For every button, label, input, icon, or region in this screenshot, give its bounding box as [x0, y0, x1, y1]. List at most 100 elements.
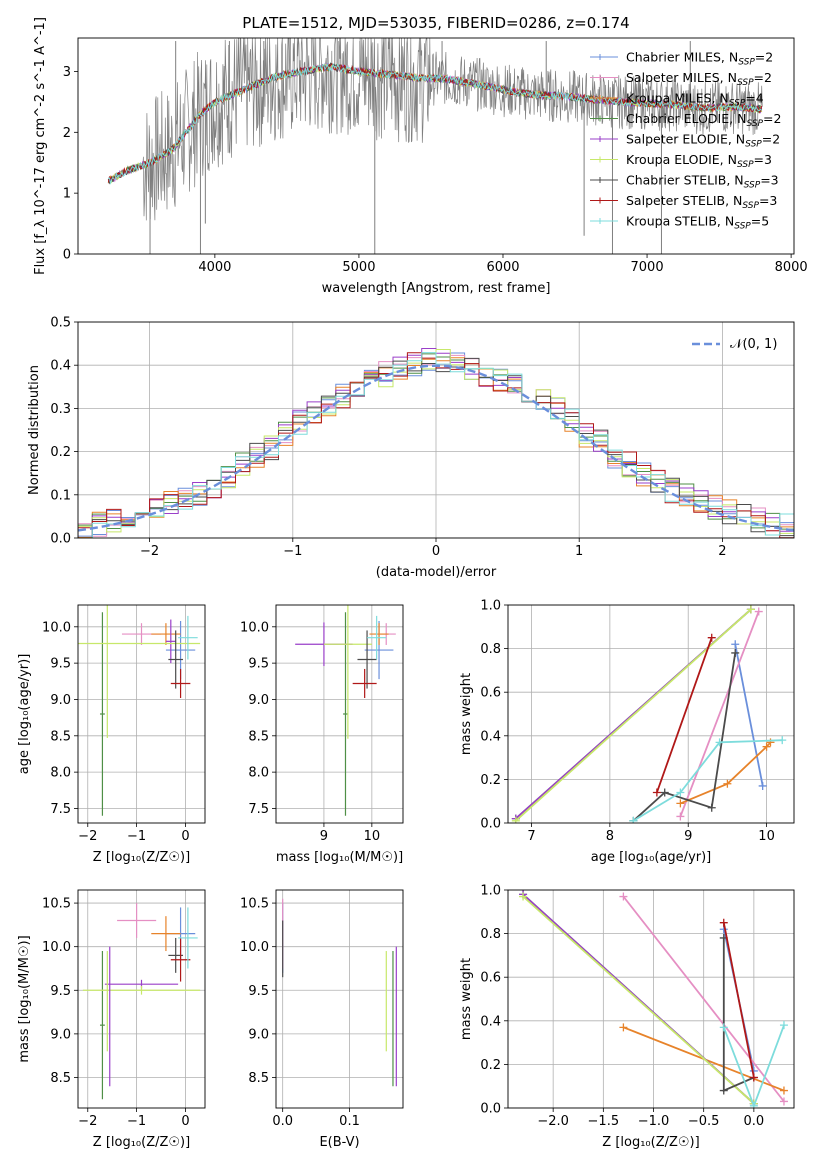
weight-marker-kroupa_elodie [746, 605, 755, 614]
plot-area-mass_vs_Z [78, 890, 205, 1108]
legend-label: 𝒩(0, 1) [730, 337, 777, 352]
legend-label-main: Salpeter ELODIE, N [626, 132, 745, 147]
legend-label-sub: SSP [734, 222, 751, 232]
weight-marker-chabrier_stelib [707, 803, 716, 812]
legend-label: Chabrier MILES, NSSP=2 [626, 50, 773, 68]
legend-label-sub: SSP [744, 181, 761, 191]
y-tick-label: 1 [63, 187, 71, 202]
legend-label-suffix: =2 [755, 50, 773, 65]
plot-area-residual_histogram [78, 322, 794, 538]
legend-label-suffix: =3 [754, 152, 772, 167]
panel-age_vs_Z: −2 −1 0 7.5 8.0 8.5 9.0 9.5 10.0 Z [log₁₀(Z/Z☉)] a… [17, 604, 206, 865]
axes-frame [507, 604, 795, 824]
y-tick-label: 9.0 [248, 1027, 269, 1042]
legend-label-sub: SSP [738, 58, 755, 68]
panel-spectrum: 4000 5000 6000 7000 8000 0 1 2 3 wavelength [Angs… [33, 17, 808, 296]
weight-marker-chabrier_stelib [719, 1086, 728, 1095]
plot-area-age_vs_Z [78, 605, 205, 823]
y-tick-label: 10.0 [42, 940, 71, 955]
weight-marker-kroupa_miles [676, 799, 685, 808]
weight-marker-kroupa_miles [766, 738, 775, 747]
weight-marker-kroupa_stelib [676, 788, 685, 797]
x-tick-label: 8 [606, 829, 614, 844]
weight-marker-kroupa_stelib [749, 1101, 758, 1108]
y-tick-label: 7.5 [50, 802, 71, 817]
weight-marker-kroupa_miles [723, 779, 732, 788]
weight-marker-chabrier_stelib [660, 788, 669, 797]
x-tick-label: 1 [575, 544, 583, 559]
weight-marker-kroupa_miles [619, 1023, 628, 1032]
x-tick-label: 10 [758, 829, 775, 844]
weight-line-salpeter_stelib [656, 637, 713, 793]
y-tick-label: 9.5 [248, 657, 269, 672]
x-tick-label: −1 [283, 544, 302, 559]
axes-frame [77, 604, 206, 824]
weight-marker-salpeter_stelib [652, 788, 661, 797]
y-tick-label: 8.5 [50, 729, 71, 744]
legend-label: Kroupa MILES, NSSP=4 [626, 91, 764, 109]
y-tick-label: 10.0 [240, 620, 269, 635]
y-tick-label: 9.0 [50, 1027, 71, 1042]
x-axis-label: Z [log₁₀(Z/Z☉)] [93, 1135, 190, 1150]
y-tick-label: 1.0 [480, 599, 501, 614]
weight-marker-chabrier_miles [731, 640, 740, 649]
x-tick-label: −1 [127, 1114, 146, 1129]
y-tick-label: 0.1 [50, 488, 71, 503]
y-tick-label: 7.5 [248, 802, 269, 817]
y-tick-label: 0.4 [480, 729, 501, 744]
legend-label-main: Kroupa MILES, N [626, 91, 729, 106]
y-tick-label: 8.0 [50, 766, 71, 781]
y-tick-label: 0.2 [480, 773, 501, 788]
figure-title: PLATE=1512, MJD=53035, FIBERID=0286, z=0… [242, 14, 629, 32]
weight-marker-kroupa_miles [779, 1086, 788, 1095]
y-tick-label: 8.5 [50, 1071, 71, 1086]
legend-label-sub: SSP [745, 140, 762, 150]
y-tick-label: 8.5 [248, 1071, 269, 1086]
y-tick-label: 8.5 [248, 729, 269, 744]
legend-label: Kroupa ELODIE, NSSP=3 [626, 152, 772, 170]
y-axis-label: mass weight [459, 673, 474, 755]
x-tick-label: 4000 [198, 260, 231, 275]
legend-label: Chabrier STELIB, NSSP=3 [626, 173, 779, 191]
weight-marker-salpeter_stelib [719, 918, 728, 927]
histogram-kroupa_stelib [78, 352, 794, 538]
x-tick-label: −1.0 [638, 1114, 670, 1129]
x-tick-label: −0.5 [688, 1114, 720, 1129]
panel-mass_weight_vs_age: 7 8 9 10 0.0 0.2 0.4 0.6 0.8 1.0 age [log₁₀(age/yr… [459, 599, 795, 865]
panel-residual_histogram: −2 −1 0 1 2 0.0 0.1 0.2 0.3 0.4 0.5 (data-model)/er… [27, 316, 795, 580]
weight-marker-chabrier_miles [758, 781, 767, 790]
x-axis-label: (data-model)/error [376, 565, 497, 580]
x-axis-label: Z [log₁₀(Z/Z☉)] [93, 850, 190, 865]
plot-area-age_vs_mass [276, 605, 403, 823]
y-tick-label: 9.5 [50, 984, 71, 999]
y-tick-label: 0.0 [480, 817, 501, 832]
weight-line-kroupa_elodie [515, 608, 752, 822]
y-tick-label: 0 [63, 248, 71, 263]
x-tick-label: 0.0 [272, 1114, 293, 1129]
weight-marker-kroupa_elodie [519, 892, 528, 901]
weight-line-salpeter_stelib [722, 922, 755, 1078]
y-tick-label: 10.5 [42, 897, 71, 912]
legend-label: Salpeter MILES, NSSP=2 [626, 70, 772, 88]
x-tick-label: 0.0 [744, 1114, 765, 1129]
y-tick-label: 0.4 [50, 359, 71, 374]
y-axis-label: mass weight [459, 958, 474, 1040]
y-tick-label: 2 [63, 126, 71, 141]
legend-label-suffix: =2 [763, 111, 781, 126]
weight-line-chabrier_stelib [632, 652, 737, 822]
y-tick-label: 0.6 [480, 686, 501, 701]
y-tick-label: 0.0 [50, 532, 71, 547]
legend-label-main: Chabrier ELODIE, N [626, 111, 746, 126]
x-tick-label: 10 [364, 829, 381, 844]
y-tick-label: 10.0 [240, 940, 269, 955]
x-tick-label: 8000 [775, 260, 808, 275]
legend-label-sub: SSP [742, 201, 759, 211]
legend-label-main: Kroupa ELODIE, N [626, 152, 737, 167]
weight-line-kroupa_stelib [632, 739, 783, 822]
y-tick-label: 0.2 [480, 1058, 501, 1073]
panel-age_vs_mass: 9 10 7.5 8.0 8.5 9.0 9.5 10.0 mass [log₁₀(M/M☉)] [240, 604, 404, 865]
x-tick-label: 9 [684, 829, 692, 844]
normal-curve [78, 364, 794, 532]
weight-line-kroupa_miles [680, 741, 772, 805]
